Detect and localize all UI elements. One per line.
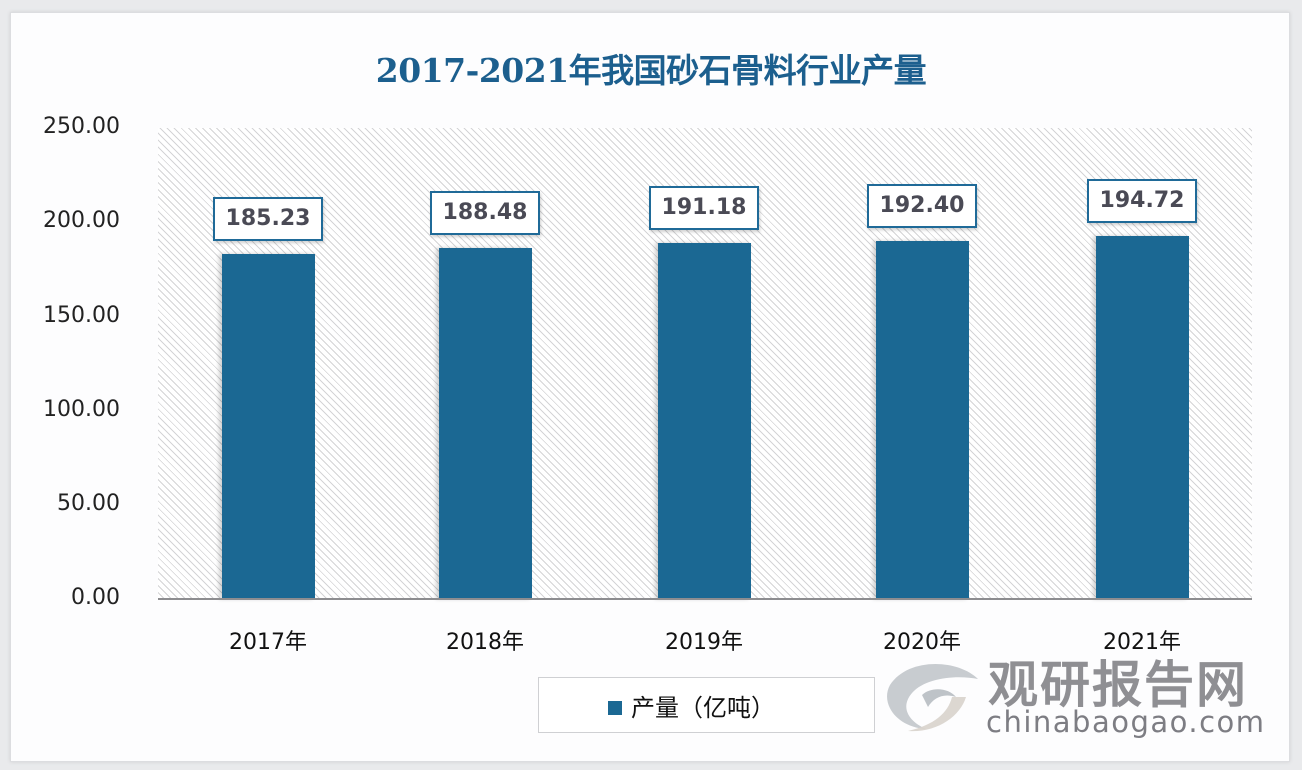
data-label: 185.23 bbox=[213, 197, 323, 242]
y-tick-label: 0.00 bbox=[71, 585, 120, 610]
data-label: 191.18 bbox=[649, 185, 759, 230]
data-label: 192.40 bbox=[867, 183, 977, 228]
y-tick-label: 100.00 bbox=[43, 397, 120, 422]
y-tick-label: 250.00 bbox=[43, 114, 120, 139]
bar bbox=[438, 247, 532, 599]
legend-swatch bbox=[608, 701, 622, 715]
bar bbox=[875, 240, 969, 599]
legend: 产量（亿吨） bbox=[538, 677, 875, 733]
chart-title: 2017-2021年我国砂石骨料行业产量 bbox=[375, 51, 927, 90]
bar bbox=[221, 254, 315, 599]
watermark: 观研报告网 chinabaogao.com bbox=[878, 645, 1264, 745]
watermark-logo-icon bbox=[887, 663, 978, 732]
x-tick-label: 2021年 bbox=[1103, 630, 1181, 655]
y-tick-label: 50.00 bbox=[57, 491, 120, 516]
x-tick-label: 2017年 bbox=[229, 630, 307, 655]
watermark-cn: 观研报告网 bbox=[988, 656, 1248, 714]
y-tick-label: 200.00 bbox=[43, 208, 120, 233]
bar bbox=[1095, 236, 1189, 599]
data-label: 188.48 bbox=[430, 190, 540, 235]
watermark-en: chinabaogao.com bbox=[986, 705, 1266, 739]
x-tick-label: 2019年 bbox=[665, 630, 743, 655]
data-label: 194.72 bbox=[1087, 179, 1197, 224]
legend-label: 产量（亿吨） bbox=[631, 694, 775, 722]
bar bbox=[657, 242, 751, 599]
y-tick-label: 150.00 bbox=[43, 303, 120, 328]
x-tick-label: 2018年 bbox=[446, 630, 524, 655]
x-tick-label: 2020年 bbox=[883, 630, 961, 655]
x-axis-line bbox=[158, 598, 1252, 600]
